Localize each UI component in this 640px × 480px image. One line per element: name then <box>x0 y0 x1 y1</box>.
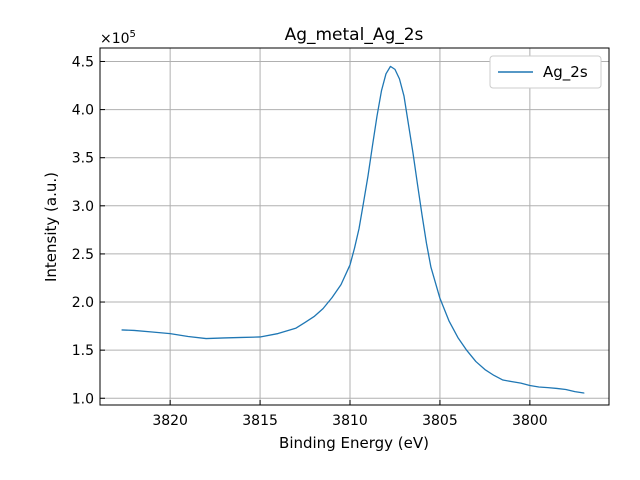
y-tick-label: 1.0 <box>72 391 94 407</box>
y-multiplier: ×105 <box>100 29 136 47</box>
y-tick-label: 2.0 <box>72 295 94 311</box>
y-tick-label: 1.5 <box>72 343 94 359</box>
x-tick-label: 3820 <box>152 413 188 429</box>
y-tick-label: 3.5 <box>72 151 94 167</box>
x-tick-label: 3800 <box>512 413 548 429</box>
chart-title: Ag_metal_Ag_2s <box>285 25 424 45</box>
legend: Ag_2s <box>489 55 602 89</box>
y-multiplier-exponent: 5 <box>130 29 136 40</box>
x-tick-label: 3805 <box>422 413 458 429</box>
y-axis-label: Intensity (a.u.) <box>42 172 60 282</box>
x-tick-label: 3810 <box>332 413 368 429</box>
plot-frame <box>99 47 610 406</box>
legend-label-ag-2s: Ag_2s <box>543 63 588 82</box>
y-tick-label: 3.0 <box>72 199 94 215</box>
x-tick-label: 3815 <box>242 413 278 429</box>
y-tick-label: 4.5 <box>72 54 94 70</box>
y-multiplier-base: ×10 <box>100 31 130 47</box>
legend-box <box>489 55 602 89</box>
x-axis-label: Binding Energy (eV) <box>279 434 429 452</box>
y-tick-label: 4.0 <box>72 103 94 119</box>
y-tick-label: 2.5 <box>72 247 94 263</box>
series-line-ag-2s <box>121 65 585 394</box>
plot-area <box>121 65 585 394</box>
axis-ticks: 3820 3815 3810 3805 3800 1.0 1.5 2.0 2.5 3.0 3.5 4.… <box>72 54 548 429</box>
grid <box>100 48 609 405</box>
